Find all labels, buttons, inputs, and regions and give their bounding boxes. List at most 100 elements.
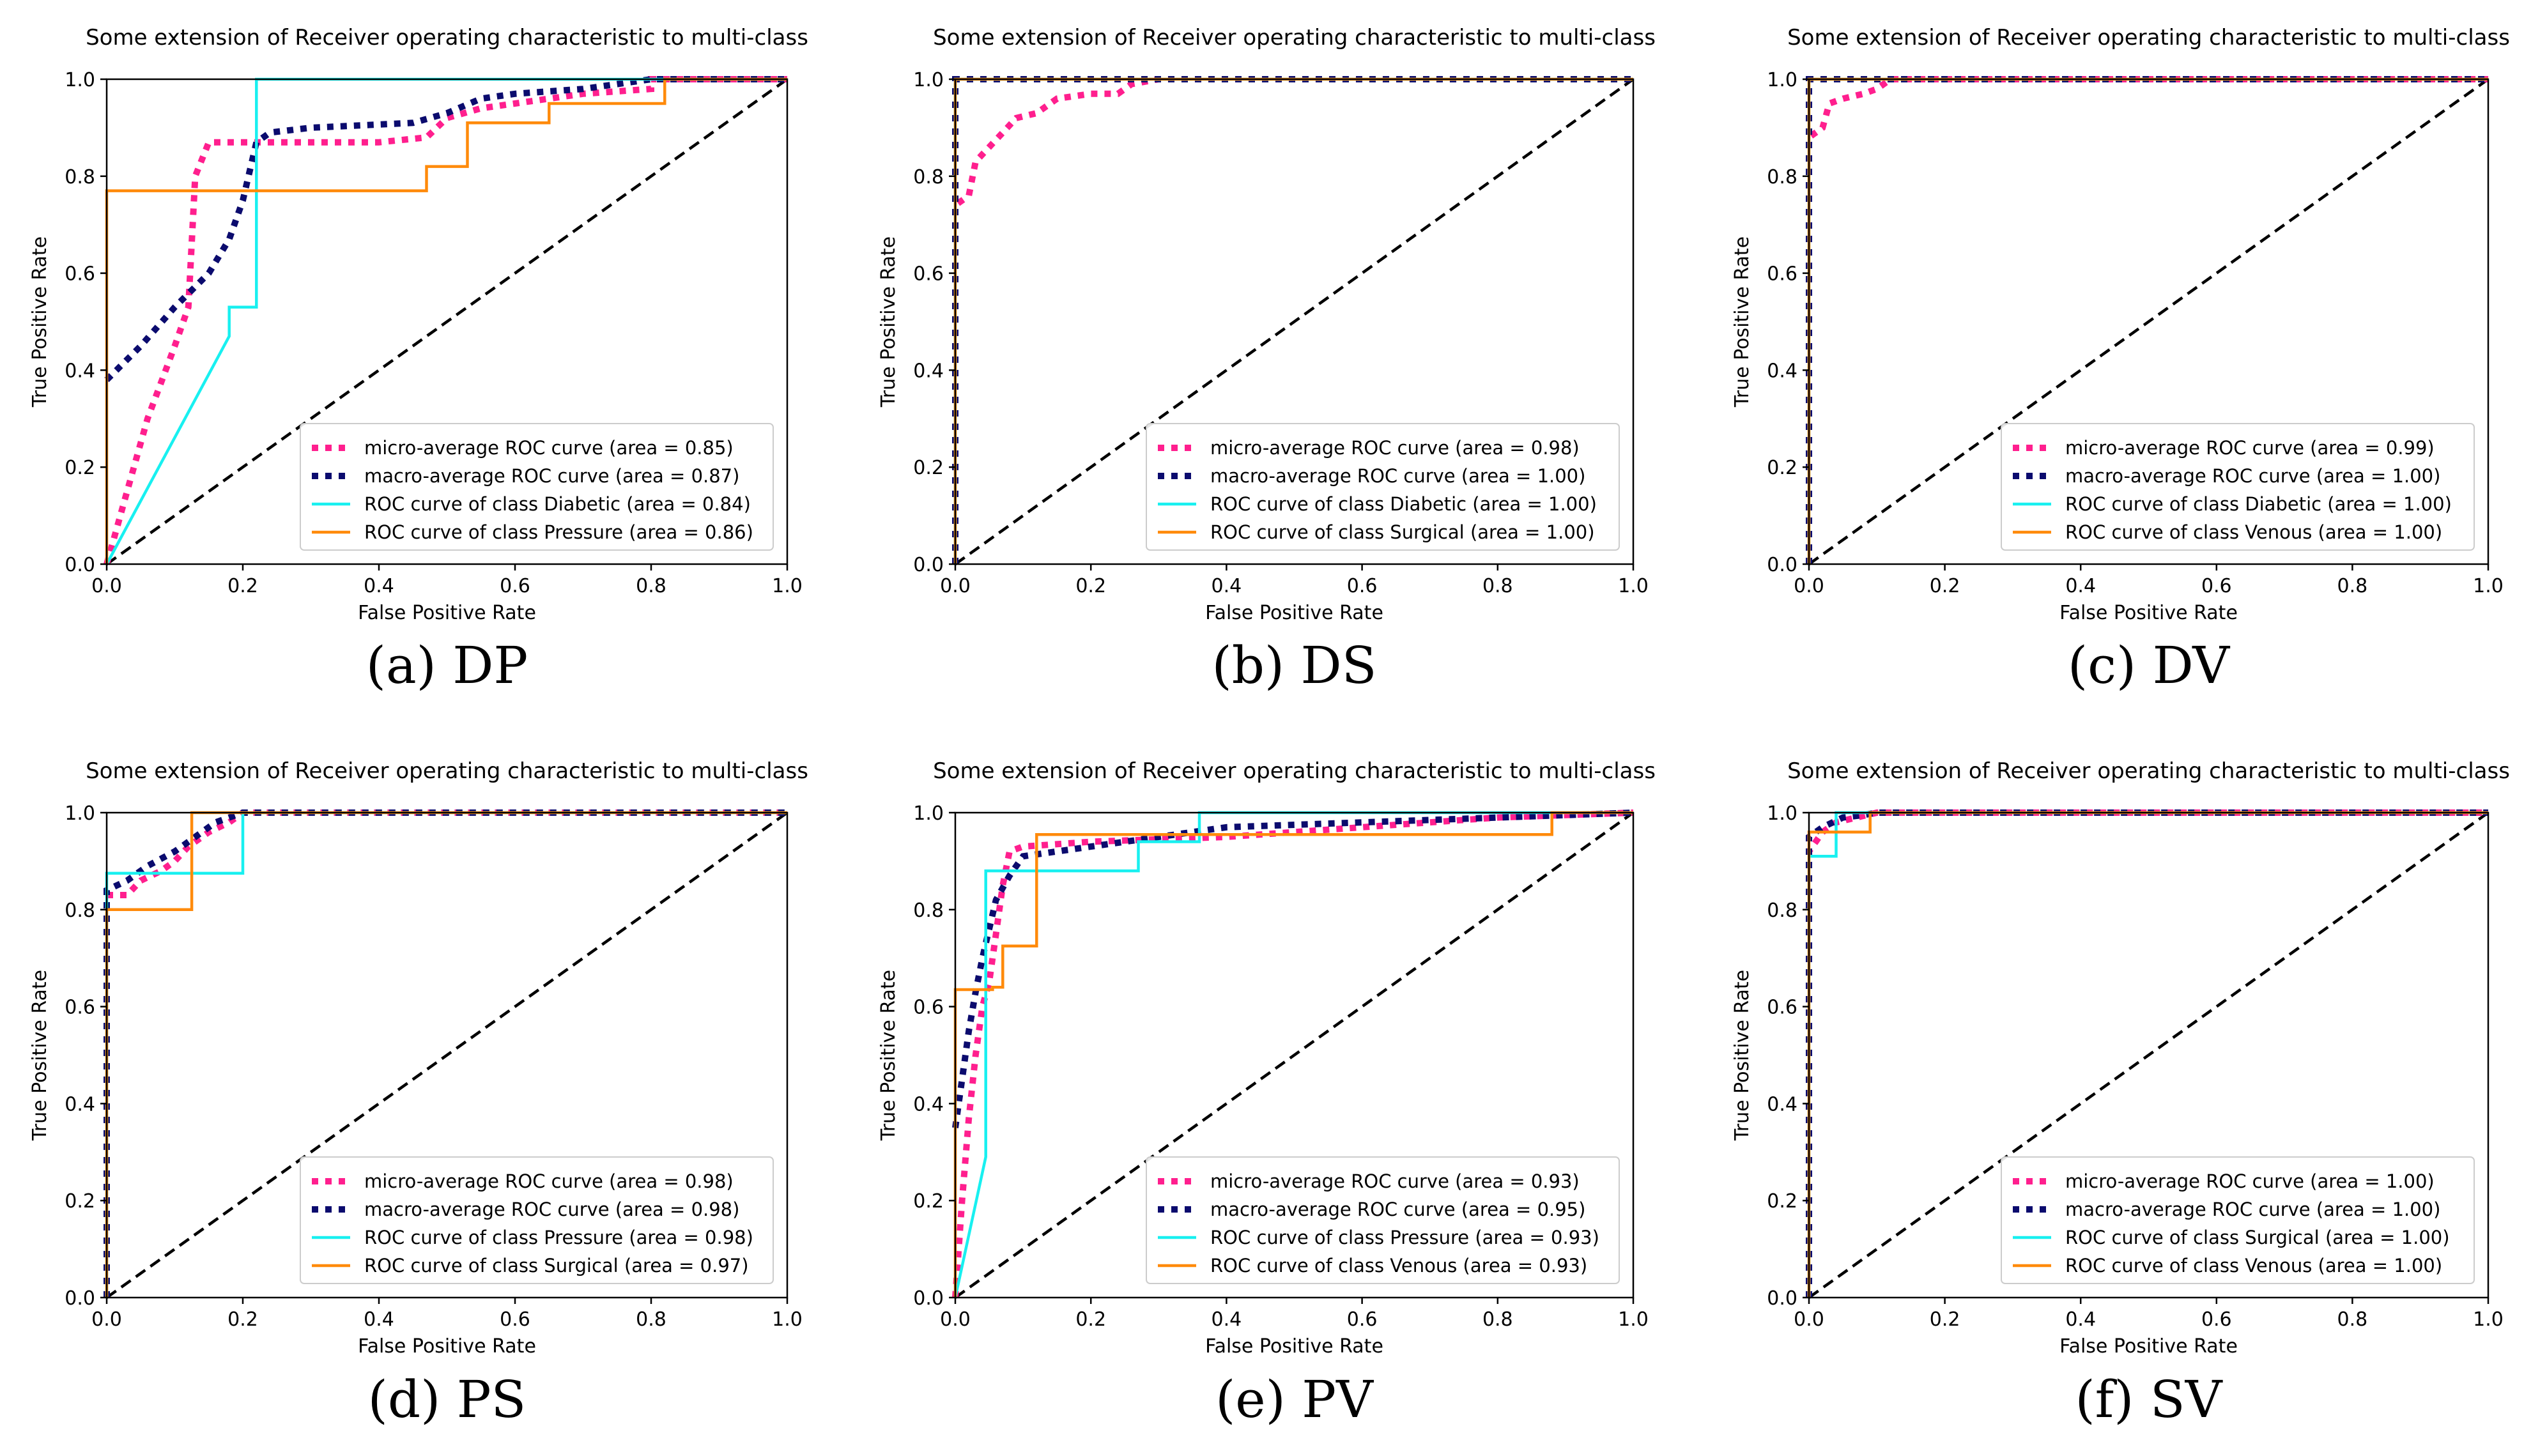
y-tick-label: 0.6 [1767,263,1797,286]
x-tick-label: 0.0 [91,1308,122,1331]
x-tick-label: 0.2 [227,1308,258,1331]
y-tick-label: 0.0 [1767,1287,1797,1310]
legend: micro-average ROC curve (area = 0.99) mac… [2001,423,2475,551]
legend-entry: ROC curve of class Venous (area = 1.00) [2065,521,2442,543]
legend: micro-average ROC curve (area = 0.98) mac… [1146,423,1620,551]
roc-curve-macro [952,809,1634,1128]
panel-caption: (a) DP [366,636,528,695]
chance-diagonal-line [1808,78,2489,565]
x-tick-label: 1.0 [1618,575,1649,597]
chart-title: Some extension of Receiver operating cha… [933,25,1656,50]
x-tick-label: 0.4 [364,575,394,597]
legend-entry: micro-average ROC curve (area = 0.98) [1210,437,1580,459]
y-tick-label: 0.2 [65,457,95,479]
y-axis-label: True Positive Rate [29,236,51,408]
x-tick-label: 0.4 [1212,575,1242,597]
chance-diagonal-line [105,78,789,565]
x-tick-label: 0.6 [500,575,530,597]
roc-curve-micro [1806,76,2488,564]
plot-area [952,809,1635,1299]
axes-frame [1808,78,2489,565]
x-tick-label: 0.4 [364,1308,394,1331]
y-tick-label: 0.6 [913,263,944,286]
y-tick-label: 0.6 [65,263,95,286]
chart-title: Some extension of Receiver operating cha… [1787,758,2510,784]
legend-entry: macro-average ROC curve (area = 1.00) [2065,1199,2440,1220]
legend: micro-average ROC curve (area = 0.85) mac… [300,423,774,551]
x-tick-label: 0.2 [1930,1308,1960,1331]
y-tick-label: 1.0 [65,69,95,91]
roc-panel: Some extension of Receiver operating cha… [877,25,1656,695]
axes-frame [105,78,789,565]
y-tick-label: 0.0 [65,554,95,576]
y-axis-label: True Positive Rate [877,236,900,408]
x-tick-label: 0.0 [940,1308,971,1331]
legend-box [2001,1156,2475,1284]
y-tick-label: 0.8 [65,166,95,188]
legend-entry: macro-average ROC curve (area = 1.00) [2065,465,2440,487]
legend-entry: ROC curve of class Diabetic (area = 1.00… [2065,493,2452,515]
y-axis-label: True Positive Rate [1731,236,1753,408]
x-tick-label: 0.8 [636,1308,666,1331]
y-tick-label: 0.8 [913,900,944,922]
legend-entry: macro-average ROC curve (area = 0.98) [364,1199,739,1220]
x-tick-label: 1.0 [772,1308,803,1331]
y-tick-label: 0.0 [913,1287,944,1310]
legend-box [300,423,774,551]
legend: micro-average ROC curve (area = 0.93) mac… [1146,1156,1620,1284]
x-tick-label: 0.6 [1347,575,1378,597]
x-tick-label: 0.2 [227,575,258,597]
x-tick-label: 0.6 [1347,1308,1378,1331]
y-tick-label: 0.8 [65,900,95,922]
y-tick-label: 0.6 [1767,997,1797,1019]
chance-diagonal-line [954,811,1635,1299]
legend-entry: macro-average ROC curve (area = 1.00) [1210,465,1585,487]
y-tick-label: 0.2 [1767,1190,1797,1213]
roc-panel: Some extension of Receiver operating cha… [29,758,808,1429]
x-axis-label: False Positive Rate [2059,602,2238,624]
x-tick-label: 0.0 [1794,1308,1824,1331]
panel-caption: (d) PS [368,1370,527,1429]
x-tick-label: 0.0 [91,575,122,597]
legend-entry: macro-average ROC curve (area = 0.95) [1210,1199,1585,1220]
legend-entry: micro-average ROC curve (area = 0.93) [1210,1170,1580,1192]
roc-panel: Some extension of Receiver operating cha… [1731,25,2510,695]
panel-caption: (f) SV [2075,1370,2222,1429]
y-tick-label: 0.2 [913,1190,944,1213]
roc-curve-orange [105,77,787,564]
roc-curve-macro [104,76,787,383]
legend-entry: ROC curve of class Diabetic (area = 0.84… [364,493,751,515]
x-tick-label: 0.4 [2065,1308,2096,1331]
panel-caption: (c) DV [2068,636,2230,695]
x-tick-label: 0.8 [1482,575,1513,597]
x-axis-label: False Positive Rate [358,1335,536,1358]
legend-entry: ROC curve of class Pressure (area = 0.86… [364,521,753,543]
y-tick-label: 0.2 [65,1190,95,1213]
legend-entry: ROC curve of class Surgical (area = 1.00… [2065,1227,2450,1248]
axes-frame [1808,811,2489,1299]
y-tick-label: 0.2 [1767,457,1797,479]
x-tick-label: 0.2 [1075,1308,1106,1331]
roc-panel: Some extension of Receiver operating cha… [877,758,1656,1429]
legend-entry: ROC curve of class Pressure (area = 0.98… [364,1227,753,1248]
x-tick-label: 0.8 [2337,1308,2368,1331]
legend-entry: micro-average ROC curve (area = 0.98) [364,1170,734,1192]
legend: micro-average ROC curve (area = 0.98) mac… [300,1156,774,1284]
x-axis-label: False Positive Rate [2059,1335,2238,1358]
chance-diagonal-line [954,78,1635,565]
y-tick-label: 1.0 [913,802,944,825]
x-tick-label: 1.0 [2473,575,2504,597]
legend-entry: micro-average ROC curve (area = 0.99) [2065,437,2435,459]
x-tick-label: 1.0 [1618,1308,1649,1331]
x-axis-label: False Positive Rate [1205,602,1383,624]
x-axis-label: False Positive Rate [1205,1335,1383,1358]
legend-box [2001,423,2475,551]
chart-title: Some extension of Receiver operating cha… [1787,25,2510,50]
chart-title: Some extension of Receiver operating cha… [86,758,808,784]
legend-box [1146,423,1620,551]
y-tick-label: 0.4 [65,360,95,382]
y-tick-label: 0.4 [1767,360,1797,382]
axes-frame [954,78,1635,565]
roc-curve-orange [953,811,1633,1298]
